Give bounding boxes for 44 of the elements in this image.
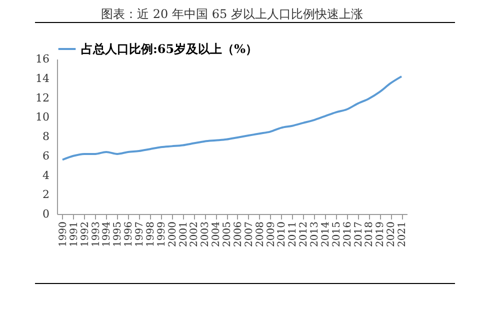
x-tick-label: 2015 [331, 222, 342, 247]
x-tick-label: 2007 [244, 222, 255, 247]
x-tick-label: 1991 [68, 222, 80, 247]
x-tick-label: 1994 [102, 222, 113, 247]
x-tick-label: 2011 [288, 222, 299, 247]
x-tick-label: 1998 [145, 222, 156, 247]
x-tick-label: 2014 [320, 222, 332, 247]
y-tick-label: 12 [36, 91, 50, 104]
x-tick-label: 2013 [310, 222, 321, 247]
y-tick-label: 6 [42, 149, 50, 162]
x-tick-label: 1993 [90, 222, 102, 247]
x-tick-label: 2018 [364, 222, 376, 247]
y-tick-label: 0 [42, 208, 50, 220]
line-series [61, 75, 403, 161]
x-tick-label: 2008 [254, 222, 266, 247]
x-tick-label: 2009 [266, 222, 277, 247]
x-tick-label: 2005 [222, 222, 234, 247]
y-tick-label: 14 [36, 72, 50, 85]
x-tick-label: 2000 [167, 222, 178, 247]
legend-label: 占总人口比例:65岁及以上（%） [81, 42, 258, 56]
x-tick-label: 1990 [58, 222, 69, 247]
y-tick-label: 16 [36, 52, 50, 66]
x-tick-label: 2003 [200, 222, 212, 247]
x-tick-label: 1995 [112, 222, 124, 247]
x-tick-label: 2021 [397, 222, 408, 247]
y-tick-label: 4 [42, 168, 50, 182]
x-tick-label: 1999 [156, 222, 168, 247]
chart-title: 图表：近 20 年中国 65 岁以上人口比例快速上涨 [101, 7, 363, 21]
x-tick-label: 2017 [353, 222, 364, 247]
x-tick-label: 2010 [276, 222, 288, 247]
x-tick-label: 2001 [178, 222, 190, 247]
x-tick-label: 2019 [375, 222, 386, 247]
y-tick-label: 8 [42, 130, 50, 143]
x-tick-label: 2012 [298, 222, 310, 247]
x-tick-label: 1992 [80, 222, 91, 247]
y-tick-label: 2 [42, 188, 50, 202]
x-tick-label: 2004 [211, 222, 222, 247]
x-tick-label: 2002 [189, 222, 200, 247]
x-tick-label: 2006 [232, 222, 244, 247]
x-tick-label: 2016 [342, 222, 354, 247]
x-tick-label: 1996 [124, 222, 135, 247]
x-tick-label: 2020 [386, 222, 398, 247]
y-tick-label: 10 [36, 110, 50, 124]
x-tick-label: 1997 [134, 222, 146, 247]
